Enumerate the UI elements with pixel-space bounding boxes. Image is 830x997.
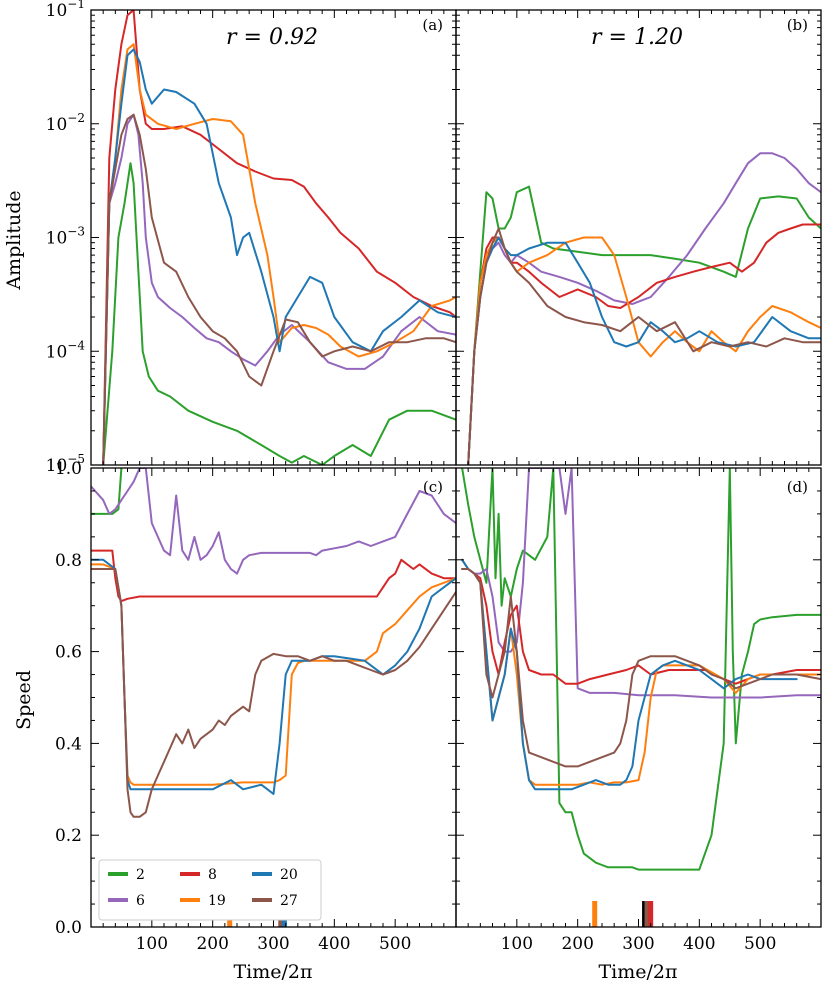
x-tick-label: 500	[744, 934, 776, 954]
series-d-19	[461, 558, 821, 786]
annotation-r-092: r = 0.92	[226, 25, 318, 50]
frame-b	[455, 9, 822, 466]
y-tick-label: 0.6	[55, 643, 82, 663]
series-b-2	[467, 185, 821, 465]
panel-label-b: (b)	[787, 16, 808, 34]
legend-label-2: 2	[136, 867, 145, 883]
series-a-2	[102, 162, 456, 465]
x-axis-label-right: Time/2π	[599, 961, 678, 983]
panel-label-a: (a)	[422, 16, 443, 34]
series-b-20	[467, 236, 821, 465]
legend-label-8: 8	[208, 867, 217, 883]
axes-layer: 10−1 10−2 10−3 10−4 10−5 0.0 0.2 0.4 0.6 0.8 1.0 10…	[46, 0, 821, 954]
y-tick-label: 10−3	[46, 225, 85, 249]
y-tick-label: 0.2	[55, 826, 82, 846]
x-tick-label: 500	[379, 934, 411, 954]
annotation-r-120: r = 1.20	[591, 25, 683, 50]
legend-label-19: 19	[208, 893, 226, 909]
x-tick-label: 100	[136, 934, 168, 954]
series-b-19	[467, 236, 821, 465]
y-tick-label: 0.0	[55, 918, 82, 938]
series-a-20	[102, 48, 456, 465]
x-tick-label: 200	[561, 934, 593, 954]
series-b-27	[467, 227, 821, 465]
time-marker-d-19	[592, 901, 598, 927]
series-d-20	[461, 558, 798, 791]
series-c-2	[91, 468, 123, 515]
series-a-19	[102, 43, 456, 465]
series-d-27	[461, 568, 821, 768]
legend-label-27: 27	[280, 893, 298, 909]
frame-c	[90, 467, 457, 928]
y-tick-label: 10−4	[46, 338, 86, 362]
series-d-6	[461, 468, 821, 699]
y-tick-label: 10−2	[46, 111, 85, 135]
time-marker-d-8	[648, 901, 654, 927]
series-a-27	[102, 113, 456, 465]
series-c-6	[91, 468, 456, 575]
panel-label-d: (d)	[787, 478, 808, 496]
x-tick-label: 300	[257, 934, 289, 954]
y-tick-label: 0.4	[55, 734, 82, 754]
y-tick-label: 0.8	[55, 551, 82, 571]
legend-label-6: 6	[136, 893, 145, 909]
series-c-8	[91, 549, 456, 603]
series-a-8	[102, 10, 456, 465]
x-tick-label: 400	[683, 934, 715, 954]
x-tick-label: 300	[622, 934, 654, 954]
y-tick-label: 10−1	[46, 0, 85, 21]
series-b-8	[467, 223, 821, 465]
series-b-6	[467, 152, 821, 465]
legend-label-20: 20	[280, 867, 298, 883]
series-c-20	[91, 558, 456, 795]
panel-d	[461, 468, 821, 927]
series-d-8	[461, 568, 821, 685]
panel-b	[467, 152, 821, 465]
y-tick-label: 1.0	[55, 459, 82, 479]
frame-d	[455, 467, 822, 928]
legend: 2 6 8 19 20 27	[98, 859, 322, 921]
series-c-27	[91, 568, 456, 818]
panel-c	[91, 468, 456, 927]
y-axis-label-speed: Speed	[13, 670, 35, 730]
x-tick-label: 100	[501, 934, 533, 954]
y-tick-label: 10−5	[46, 452, 85, 476]
y-axis-label-amplitude: Amplitude	[3, 190, 25, 290]
x-axis-label-left: Time/2π	[234, 961, 313, 983]
time-marker-d-27	[644, 901, 650, 927]
x-tick-label: 200	[196, 934, 228, 954]
x-tick-label: 400	[318, 934, 350, 954]
panel-label-c: (c)	[423, 478, 443, 496]
panel-a	[102, 10, 456, 465]
